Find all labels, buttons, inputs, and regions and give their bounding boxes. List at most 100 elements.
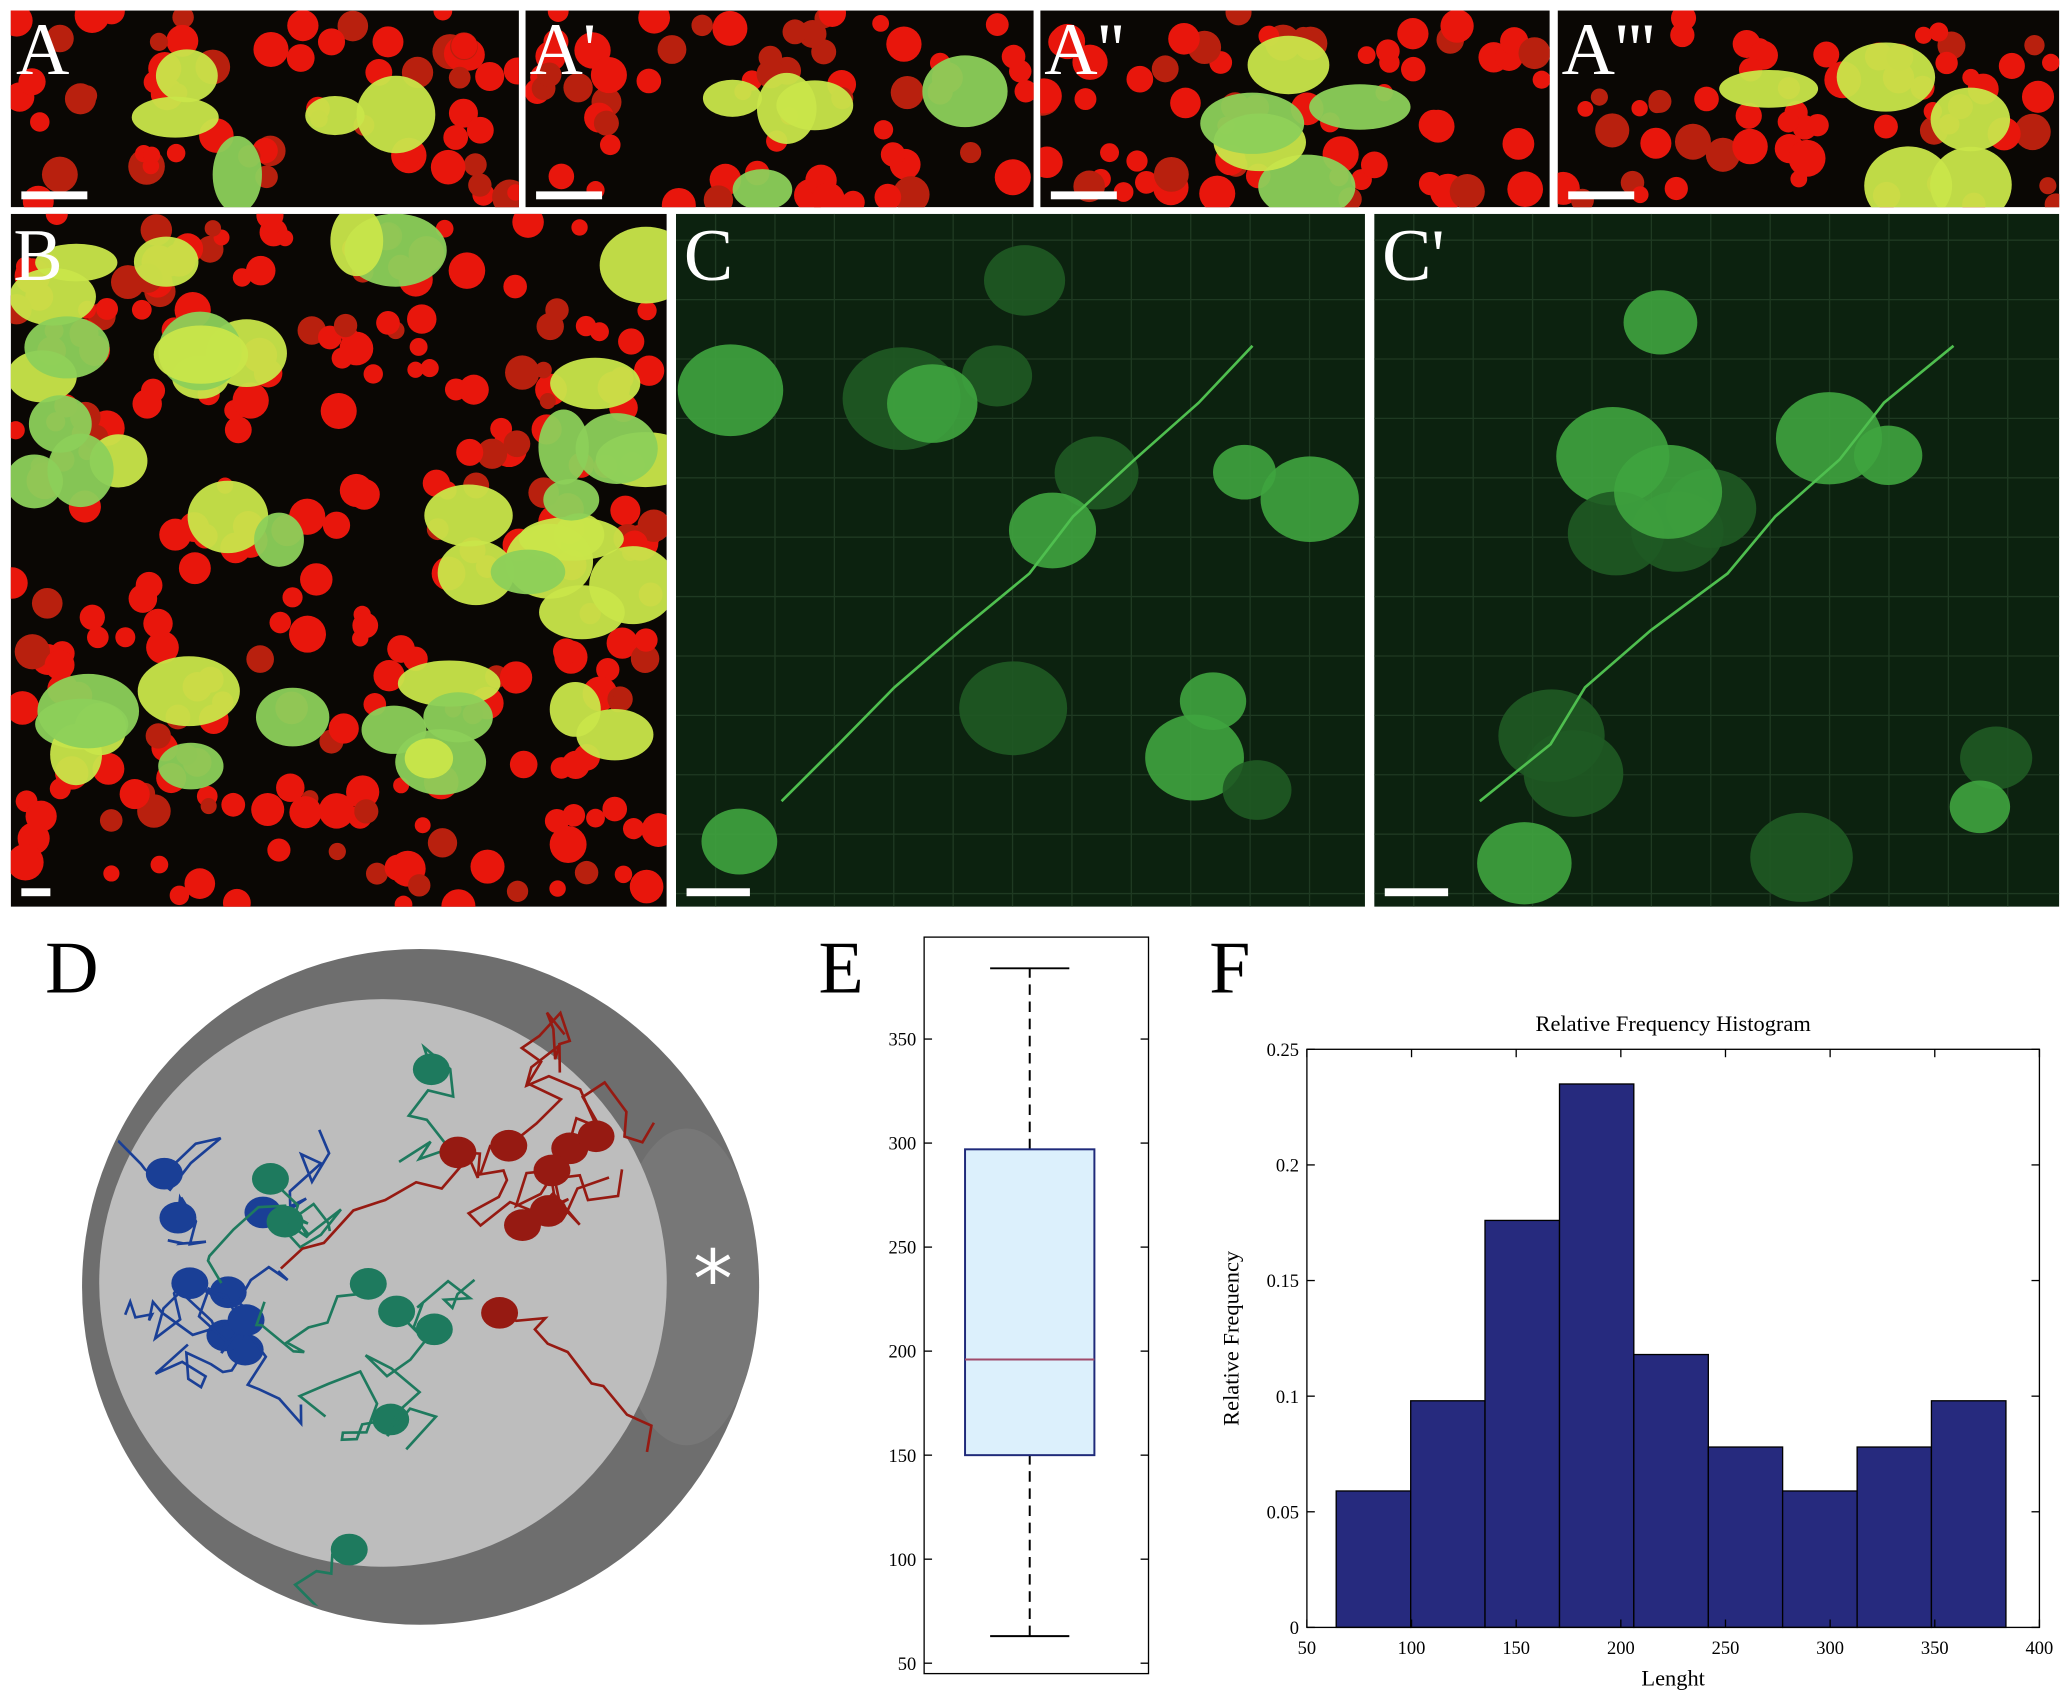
- nucleus: [384, 854, 411, 881]
- nucleus: [818, 10, 847, 27]
- nucleus: [146, 631, 179, 664]
- nucleus: [348, 478, 380, 510]
- micrograph: [525, 10, 1034, 208]
- y-tick-label: 0.15: [1267, 1271, 1299, 1291]
- nucleus: [269, 611, 292, 634]
- nucleus: [1813, 41, 1840, 68]
- nucleus: [267, 838, 291, 862]
- nucleus: [503, 274, 527, 299]
- micrograph: [1040, 10, 1550, 208]
- nucleus: [166, 24, 199, 57]
- nucleus: [1357, 46, 1376, 65]
- nucleus: [10, 843, 44, 881]
- nucleus: [1648, 89, 1672, 113]
- nucleus: [703, 185, 734, 208]
- micrograph: [1374, 213, 2060, 907]
- nucleus: [593, 110, 619, 136]
- panel-label: D: [45, 927, 98, 1009]
- cell: [137, 656, 240, 727]
- cell: [1864, 146, 1953, 208]
- nucleus: [586, 808, 605, 828]
- cell: [10, 268, 96, 326]
- cell: [423, 692, 493, 743]
- nucleus: [365, 862, 388, 885]
- nucleus: [333, 313, 358, 338]
- nucleus: [143, 146, 161, 164]
- nucleus: [505, 355, 540, 390]
- neuron-soma: [415, 1313, 453, 1346]
- nucleus: [1777, 111, 1799, 133]
- nucleus: [890, 75, 924, 110]
- nucleus: [574, 860, 599, 885]
- cell: [158, 742, 224, 790]
- nucleus: [1631, 100, 1648, 117]
- cell: [576, 708, 654, 761]
- y-tick-label: 250: [889, 1238, 917, 1258]
- nucleus: [1113, 182, 1134, 202]
- nucleus: [636, 68, 662, 94]
- nucleus: [468, 173, 492, 197]
- panel-label: A': [529, 8, 596, 90]
- y-tick-label: 150: [889, 1446, 917, 1466]
- neuron-trace: [269, 1177, 342, 1249]
- y-tick-label: 0.25: [1267, 1040, 1299, 1060]
- box: [964, 1148, 1096, 1457]
- cell: [922, 55, 1008, 128]
- neuron-trace: [189, 1282, 303, 1428]
- cell: [361, 705, 427, 754]
- nucleus: [87, 626, 109, 649]
- cell: [133, 236, 199, 287]
- x-tick-label: 150: [1502, 1638, 1530, 1658]
- nucleus: [414, 817, 431, 834]
- cell: [1523, 730, 1624, 817]
- cell: [37, 673, 140, 749]
- cell: [599, 226, 667, 304]
- nucleus: [539, 393, 556, 410]
- cell: [539, 585, 625, 640]
- nucleus: [178, 552, 211, 585]
- nucleus: [994, 159, 1031, 196]
- neuron-trace: [507, 1010, 572, 1147]
- nucleus: [1962, 68, 1980, 87]
- nucleus: [407, 304, 437, 334]
- nucleus: [874, 183, 902, 208]
- nucleus: [637, 509, 667, 543]
- cell: [1247, 35, 1330, 95]
- cell: [437, 540, 515, 606]
- cell: [254, 512, 304, 567]
- nucleus: [1072, 44, 1108, 80]
- nucleus: [638, 10, 671, 34]
- nucleus: [1914, 26, 1933, 44]
- nucleus: [300, 563, 333, 596]
- cell: [1623, 290, 1698, 355]
- nucleus: [629, 869, 664, 904]
- nucleus: [1694, 86, 1719, 112]
- nucleus: [407, 361, 424, 378]
- nucleus: [409, 337, 428, 356]
- nucleus: [499, 661, 533, 694]
- scale-bar: [1050, 191, 1117, 200]
- nucleus: [1418, 171, 1443, 196]
- nucleus: [282, 587, 303, 608]
- y-tick-label: 100: [889, 1550, 917, 1570]
- nucleus: [328, 842, 346, 861]
- nucleus: [232, 268, 252, 287]
- nucleus: [232, 382, 269, 419]
- cell: [1930, 146, 2012, 208]
- x-tick-label: 300: [1816, 1638, 1844, 1658]
- nucleus: [1732, 128, 1768, 165]
- nucleus: [204, 220, 222, 237]
- micrograph: [10, 213, 667, 907]
- nucleus: [159, 518, 192, 551]
- neuron-trace: [154, 1343, 247, 1390]
- cell: [1930, 87, 2011, 152]
- nucleus: [451, 33, 478, 60]
- nucleus: [22, 185, 54, 208]
- plot-frame: [1306, 1048, 2041, 1629]
- scale-bar: [536, 191, 603, 200]
- cell: [1145, 714, 1244, 801]
- cell: [305, 96, 365, 136]
- nucleus: [337, 10, 369, 42]
- cell: [47, 433, 114, 508]
